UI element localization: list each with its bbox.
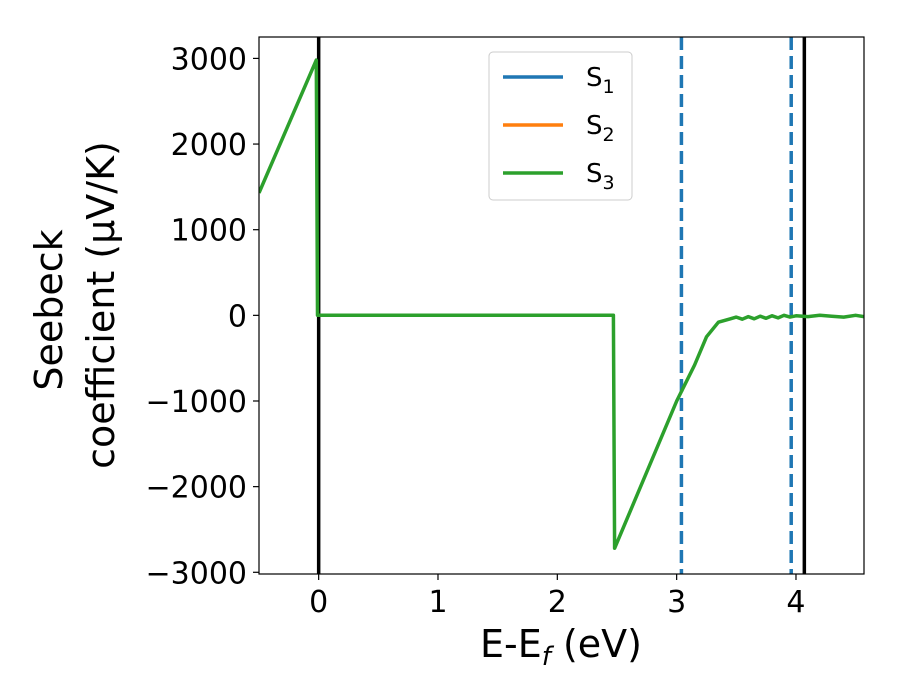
x-tick-label: 0 [309, 585, 328, 620]
y-tick-label: −1000 [146, 385, 247, 420]
y-tick-label: 1000 [171, 214, 247, 249]
x-tick-label: 3 [667, 585, 686, 620]
y-axis-ticks: −3000 −2000 −1000 0 1000 2000 3000 [146, 42, 259, 591]
legend-label-2: S2 [586, 111, 615, 146]
y-tick-label: 2000 [171, 128, 247, 163]
x-axis-label-unit: (eV) [551, 622, 642, 666]
y-tick-label: 3000 [171, 42, 247, 77]
series-line-S3 [259, 58, 864, 551]
legend-label-3: S3 [586, 159, 615, 194]
data-series [259, 58, 864, 551]
y-axis-label-line2: coefficient (μV/K) [79, 141, 123, 469]
y-axis-label-line1: Seebeck [27, 229, 71, 390]
x-tick-label: 4 [786, 585, 805, 620]
y-tick-label: −3000 [146, 556, 247, 591]
legend-label-1: S1 [586, 63, 615, 98]
plot-frame [258, 36, 865, 575]
y-tick-label: −2000 [146, 471, 247, 506]
x-tick-label: 2 [548, 585, 567, 620]
y-tick-label: 0 [228, 299, 247, 334]
legend: S1 S2 S3 [488, 51, 633, 201]
x-axis-label: E-Ef (eV) [480, 622, 642, 672]
x-tick-label: 1 [428, 585, 447, 620]
x-axis-ticks: 0 1 2 3 4 [309, 574, 806, 620]
